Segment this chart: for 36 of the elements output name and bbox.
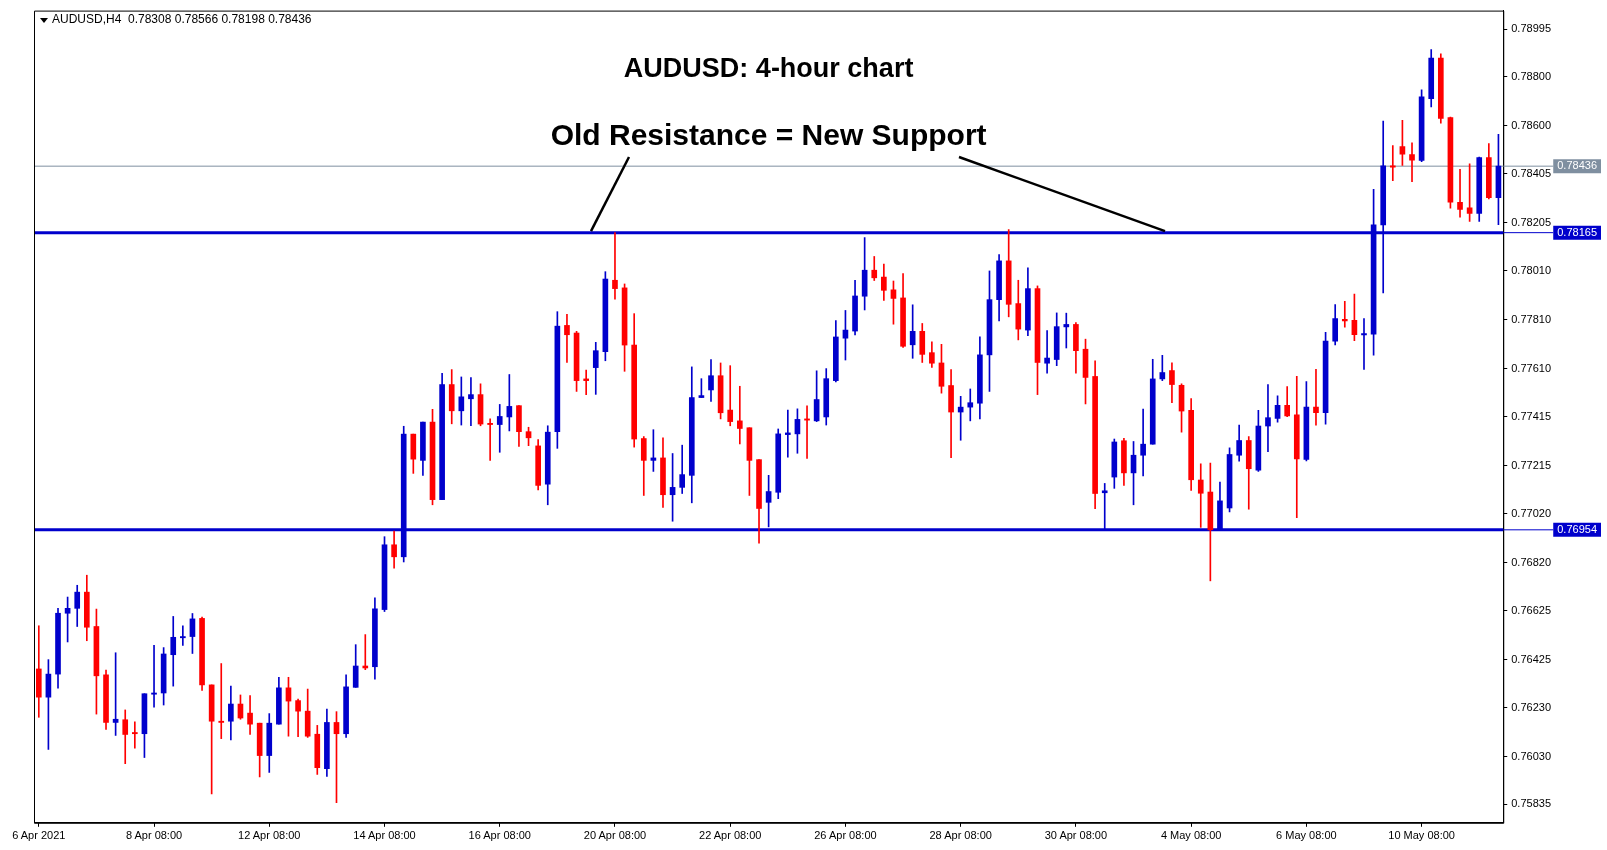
text: AUDUSD: 4-hour chart (623, 53, 914, 84)
x-tick-label: 16 Apr 08:00 (468, 829, 531, 842)
ref-line-label: 0.78436 (1557, 159, 1597, 172)
y-tick-label: 0.77215 (1511, 458, 1551, 471)
x-tick-label: 12 Apr 08:00 (238, 829, 301, 842)
y-tick-label: 0.77810 (1511, 312, 1551, 325)
x-tick-label: 8 Apr 08:00 (125, 829, 183, 842)
y-tick-label: 0.78010 (1511, 263, 1551, 276)
x-tick-label: 10 May 08:00 (1388, 829, 1455, 842)
x-tick-label: 20 Apr 08:00 (583, 829, 647, 842)
x-tick-label: 6 Apr 2021 (12, 829, 66, 842)
y-tick-label: 0.78405 (1511, 166, 1551, 179)
annotation: AUDUSD,H4 0.78308 0.78566 0.78198 0.78436 (52, 11, 312, 26)
y-tick-label: 0.77610 (1511, 361, 1551, 374)
x-tick-label: 4 May 08:00 (1160, 829, 1222, 842)
y-tick-label: 0.78205 (1511, 215, 1551, 228)
x-tick-label: 6 May 08:00 (1276, 829, 1337, 842)
x-tick-label: 30 Apr 08:00 (1044, 829, 1108, 842)
y-tick-label: 0.78995 (1511, 22, 1551, 35)
y-tick-label: 0.77020 (1511, 506, 1551, 519)
y-tick-label: 0.76625 (1511, 603, 1551, 616)
y-tick-label: 0.78600 (1511, 118, 1551, 131)
y-tick-label: 0.75835 (1511, 797, 1551, 810)
ref-line-label: 0.76954 (1557, 522, 1597, 535)
annotation: Old Resistance = New Support (550, 117, 987, 151)
y-tick-label: 0.76230 (1511, 700, 1551, 713)
y-tick-label: 0.76820 (1511, 555, 1551, 568)
y-tick-label: 0.76425 (1511, 652, 1551, 665)
y-tick-label: 0.78800 (1511, 69, 1551, 82)
x-tick-label: 28 Apr 08:00 (929, 829, 992, 842)
y-tick-label: 0.76030 (1511, 749, 1551, 762)
x-tick-label: 22 Apr 08:00 (699, 829, 762, 842)
y-tick-label: 0.77415 (1511, 409, 1551, 422)
ref-line-label: 0.78165 (1557, 225, 1597, 238)
x-tick-label: 26 Apr 08:00 (814, 829, 877, 842)
x-tick-label: 14 Apr 08:00 (353, 829, 416, 842)
